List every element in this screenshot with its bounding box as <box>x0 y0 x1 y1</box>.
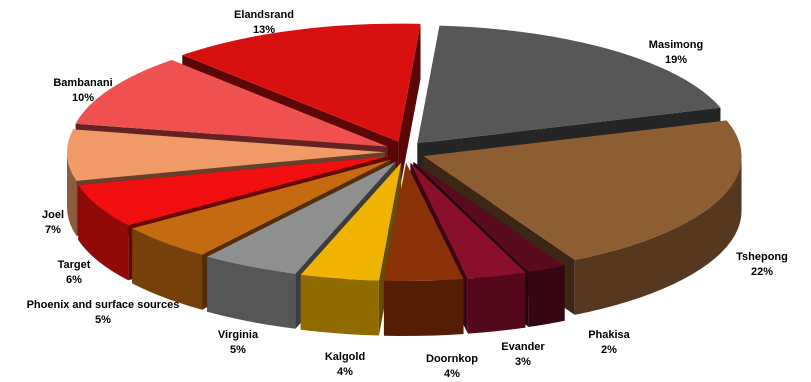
slice-top-face <box>383 162 464 281</box>
slice-top-face <box>207 161 396 274</box>
slice-percent: 19% <box>664 54 688 66</box>
slice-name: Phoenix and surface sources <box>26 299 180 311</box>
slice-name: Phakisa <box>588 329 630 341</box>
slice-outer-wall <box>132 228 203 310</box>
slice-percent: 5% <box>95 314 111 326</box>
data-label-tshepong: Tshepong 22% <box>736 250 788 280</box>
slice-name: Doornkop <box>426 353 478 365</box>
slice-top-face <box>423 120 742 260</box>
slice-percent: 4% <box>444 368 460 380</box>
slice-outer-wall <box>574 156 742 315</box>
data-label-kalgold: Kalgold 4% <box>325 350 365 380</box>
slice-side-wall <box>398 23 421 197</box>
slice-top-face <box>410 162 526 279</box>
data-label-phakisa: Phakisa 2% <box>588 328 630 358</box>
slice-top-face <box>75 60 388 147</box>
slice-name: Bambanani <box>53 77 113 89</box>
slice-name: Virginia <box>217 329 259 341</box>
slice-side-wall <box>78 156 387 241</box>
data-label-joel: Joel 7% <box>42 208 64 238</box>
slice-percent: 10% <box>71 92 95 104</box>
slice-name: Kalgold <box>324 351 366 363</box>
pie-chart <box>67 23 742 336</box>
data-label-elandsrand: Elandsrand 13% <box>234 8 294 38</box>
slice-name: Masimong <box>648 39 704 51</box>
slice-top-face <box>417 25 721 144</box>
slice-name: Elandsrand <box>234 9 294 21</box>
data-label-doornkop: Doornkop 4% <box>426 352 478 382</box>
slice-percent: 5% <box>230 344 246 356</box>
slice-top-face <box>132 159 391 255</box>
slice-top-face <box>67 129 386 181</box>
data-label-virginia: Virginia 5% <box>218 328 258 358</box>
slice-name: Evander <box>501 341 545 353</box>
slice-outer-wall <box>67 152 77 236</box>
pie-slice-doornkop <box>383 162 464 336</box>
slice-percent: 22% <box>750 266 774 278</box>
slice-top-face <box>182 23 421 142</box>
slice-percent: 3% <box>515 356 531 368</box>
slice-percent: 7% <box>45 224 61 236</box>
slice-top-face <box>413 161 565 272</box>
slice-outer-wall <box>300 274 379 336</box>
slice-name: Joel <box>41 209 65 221</box>
slice-percent: 4% <box>337 366 353 378</box>
slice-outer-wall <box>528 265 565 327</box>
slice-outer-wall <box>207 256 296 329</box>
slice-percent: 2% <box>601 344 617 356</box>
slice-name: Target <box>57 259 91 271</box>
slice-name: Tshepong <box>736 251 788 263</box>
slice-top-face <box>78 156 387 226</box>
slice-outer-wall <box>467 272 526 334</box>
data-label-phoenix-and-surface-sources: Phoenix and surface sources 5% <box>27 298 180 328</box>
slice-outer-wall <box>383 279 464 336</box>
data-label-masimong: Masimong 19% <box>649 38 703 68</box>
pie-slice-kalgold <box>300 162 402 336</box>
data-label-bambanani: Bambanani 10% <box>53 76 112 106</box>
slice-percent: 13% <box>252 24 276 36</box>
data-label-target: Target 6% <box>58 258 91 288</box>
slice-percent: 6% <box>66 274 82 286</box>
slice-outer-wall <box>78 185 129 281</box>
data-label-evander: Evander 3% <box>501 340 544 370</box>
slice-top-face <box>300 162 402 281</box>
